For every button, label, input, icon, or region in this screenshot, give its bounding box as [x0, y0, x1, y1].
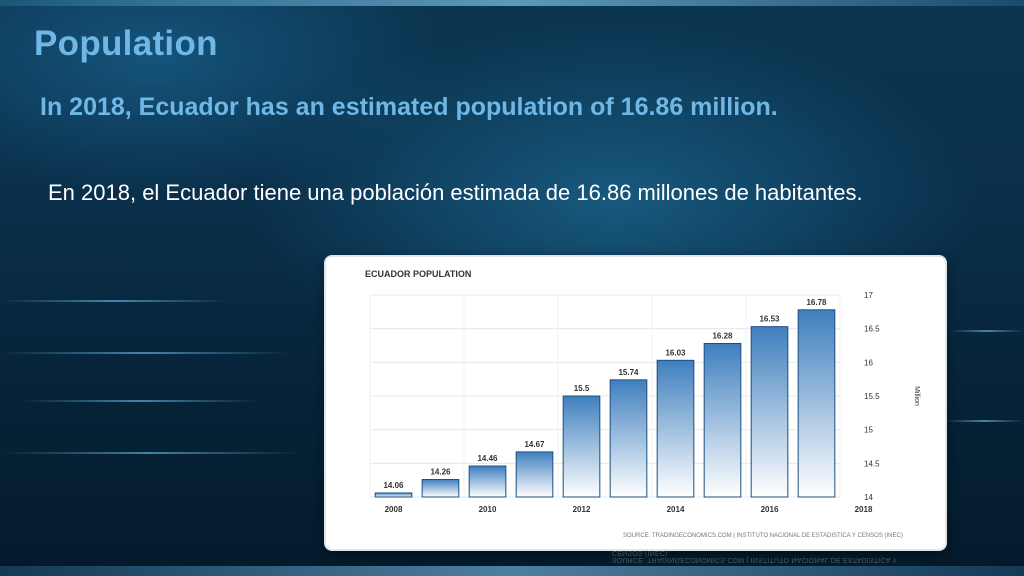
- bar-value-label: 16.53: [759, 315, 780, 324]
- top-glow: [0, 0, 1024, 6]
- bar-2013: [609, 379, 648, 498]
- chart-source: SOURCE: TRADINGECONOMICS.COM | INSTITUTO…: [623, 533, 903, 539]
- x-tick-label: 2012: [573, 505, 591, 514]
- bar-2010: [468, 465, 507, 498]
- bar-value-label: 16.28: [712, 331, 733, 340]
- x-tick-label: 2010: [479, 505, 497, 514]
- x-tick-label: 2016: [761, 505, 779, 514]
- light-streak: [0, 452, 300, 454]
- source-reflection: SOURCE: TRADINGECONOMICS.COM | INSTITUTO…: [612, 549, 912, 563]
- x-tick-label: 2008: [385, 505, 403, 514]
- light-streak: [0, 352, 290, 354]
- bar-value-label: 16.78: [806, 298, 827, 307]
- bar-2011: [515, 451, 554, 498]
- bar-value-label: 14.26: [430, 467, 451, 476]
- bar-value-label: 15.5: [574, 384, 590, 393]
- bar-2016: [750, 326, 789, 498]
- y-tick-label: 16: [864, 358, 873, 367]
- y-tick-label: 15: [864, 426, 873, 435]
- bottom-glow: [0, 566, 1024, 576]
- bar-value-label: 14.06: [383, 481, 404, 490]
- bar-2008: [374, 492, 413, 498]
- y-tick-label: 14.5: [864, 459, 880, 468]
- light-streak: [950, 330, 1024, 332]
- subtitle-spanish: En 2018, el Ecuador tiene una población …: [48, 180, 863, 205]
- slide-title: Population: [34, 24, 218, 63]
- y-tick-label: 16.5: [864, 325, 880, 334]
- x-tick-label: 2018: [855, 505, 873, 514]
- x-tick-label: 2014: [667, 505, 685, 514]
- subtitle-english: In 2018, Ecuador has an estimated popula…: [40, 93, 778, 121]
- population-chart: ECUADOR POPULATION 14.06 14.26 14.46 14.67 1…: [365, 269, 920, 539]
- chart-card: ECUADOR POPULATION 14.06 14.26 14.46 14.67 1…: [324, 255, 947, 551]
- bar-value-label: 16.03: [665, 348, 686, 357]
- bar-2015: [703, 342, 742, 498]
- y-tick-label: 15.5: [864, 392, 880, 401]
- source-reflection-text: SOURCE: TRADINGECONOMICS.COM | INSTITUTO…: [612, 549, 897, 563]
- bar-2014: [656, 359, 695, 498]
- y-tick-label: 17: [864, 291, 873, 300]
- light-streak: [20, 400, 260, 402]
- light-streak: [0, 300, 230, 302]
- bar-value-label: 15.74: [618, 368, 639, 377]
- bar-value-label: 14.67: [524, 440, 545, 449]
- bar-value-label: 14.46: [477, 454, 498, 463]
- light-streak: [945, 420, 1024, 422]
- chart-title: ECUADOR POPULATION: [365, 269, 471, 279]
- bar-2012: [562, 395, 601, 498]
- y-axis-label: Million: [913, 386, 920, 406]
- y-tick-label: 14: [864, 493, 873, 502]
- bar-2017: [797, 309, 836, 498]
- bar-2009: [421, 478, 460, 498]
